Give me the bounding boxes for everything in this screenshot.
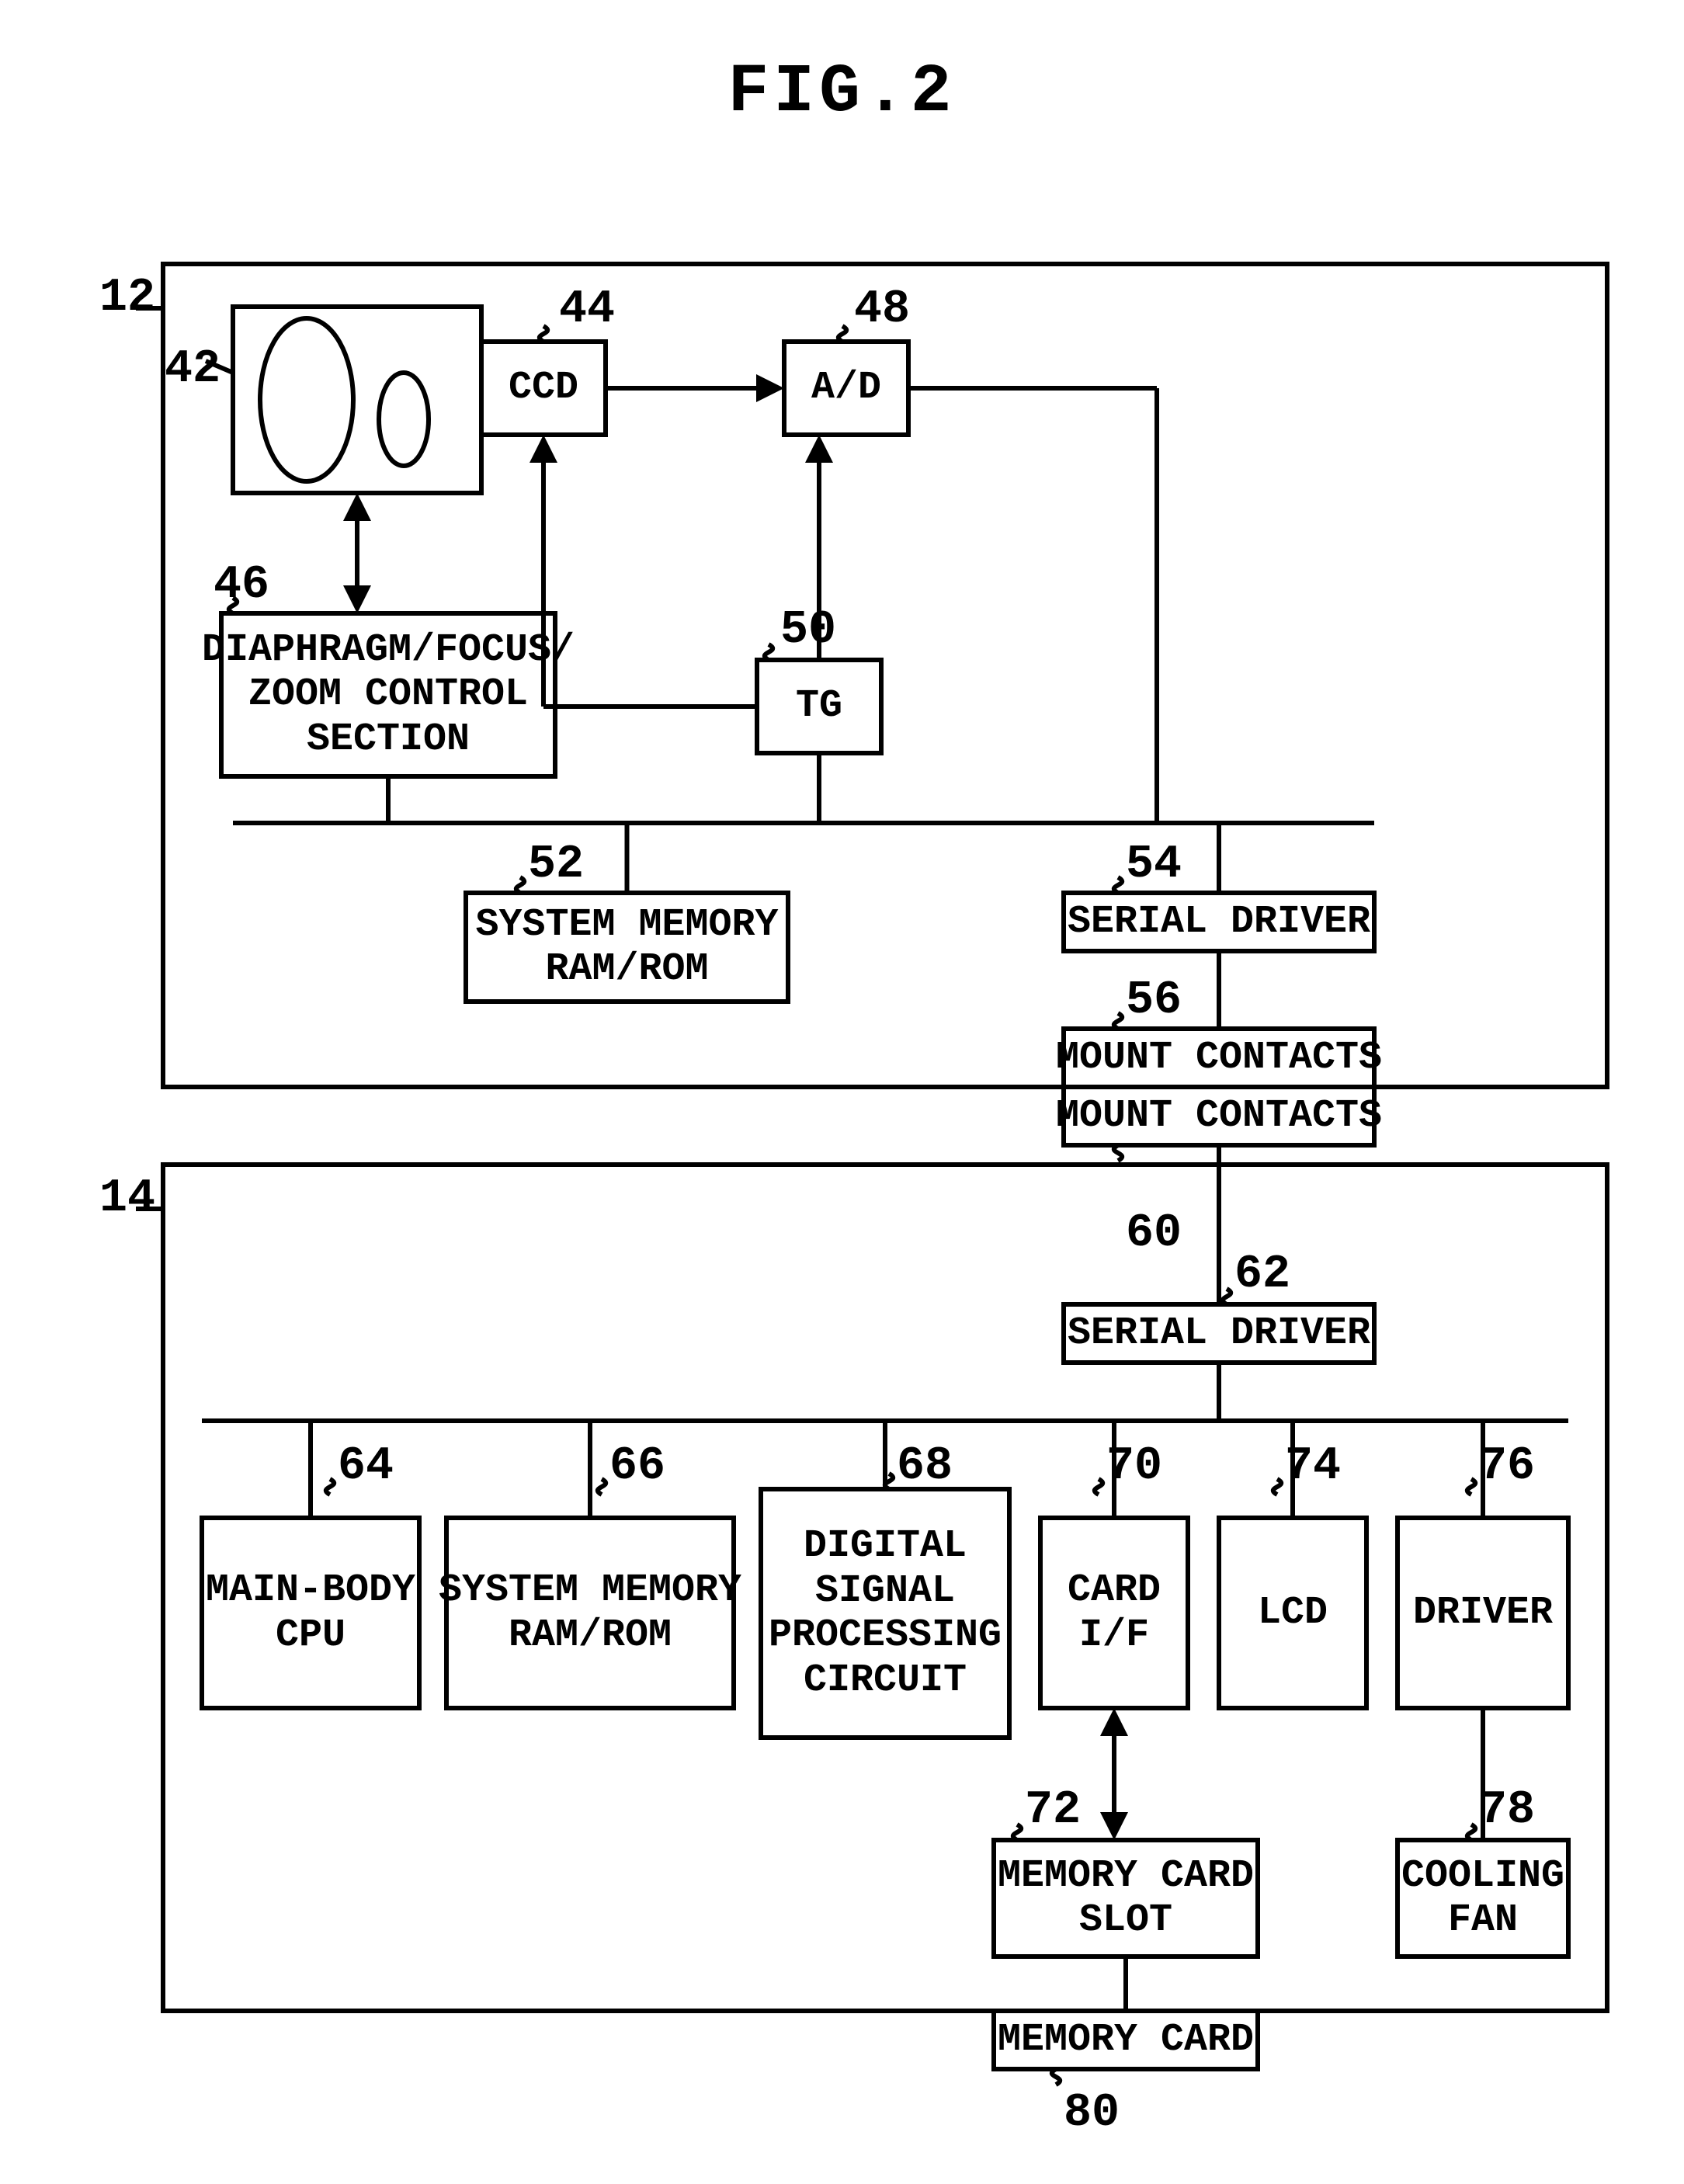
ref-74: 74 bbox=[1285, 1440, 1341, 1493]
ref-12: 12 bbox=[99, 272, 155, 325]
ref-72: 72 bbox=[1025, 1784, 1081, 1837]
block-lcd: LCD bbox=[1219, 1518, 1366, 1708]
ref-50: 50 bbox=[780, 604, 836, 657]
ref-54: 54 bbox=[1126, 839, 1182, 891]
block-mcslot: MEMORY CARD SLOT bbox=[994, 1840, 1258, 1957]
block-cardif: CARD I/F bbox=[1040, 1518, 1188, 1708]
ref-76: 76 bbox=[1479, 1440, 1535, 1493]
block-sysmemU: SYSTEM MEMORY RAM/ROM bbox=[466, 893, 788, 1002]
ref-44: 44 bbox=[559, 283, 615, 336]
block-sysmemL: SYSTEM MEMORY RAM/ROM bbox=[446, 1518, 734, 1708]
ref-62: 62 bbox=[1234, 1248, 1290, 1301]
ref-52: 52 bbox=[528, 839, 584, 891]
ref-68: 68 bbox=[897, 1440, 953, 1493]
ref-64: 64 bbox=[338, 1440, 394, 1493]
block-tg: TG bbox=[757, 660, 881, 753]
block-ccd: CCD bbox=[481, 342, 606, 435]
ref-78: 78 bbox=[1479, 1784, 1535, 1837]
block-serialU: SERIAL DRIVER bbox=[1064, 893, 1374, 951]
block-mountL: MOUNT CONTACTS bbox=[1064, 1087, 1374, 1145]
block-serialL: SERIAL DRIVER bbox=[1064, 1304, 1374, 1363]
ref-14: 14 bbox=[99, 1172, 155, 1225]
ref-70: 70 bbox=[1106, 1440, 1162, 1493]
block-dsp: DIGITAL SIGNAL PROCESSING CIRCUIT bbox=[761, 1489, 1009, 1738]
block-dfz: DIAPHRAGM/FOCUS/ ZOOM CONTROL SECTION bbox=[221, 613, 555, 776]
block-cpu: MAIN-BODY CPU bbox=[202, 1518, 419, 1708]
block-ad: A/D bbox=[784, 342, 908, 435]
block-mountU: MOUNT CONTACTS bbox=[1064, 1029, 1374, 1087]
ref-48: 48 bbox=[854, 283, 910, 336]
ref-56: 56 bbox=[1126, 974, 1182, 1027]
ref-60: 60 bbox=[1126, 1207, 1182, 1260]
ref-66: 66 bbox=[609, 1440, 665, 1493]
block-driver: DRIVER bbox=[1398, 1518, 1568, 1708]
ref-42: 42 bbox=[165, 343, 220, 396]
page: FIG.2 1214CCD44A/D48DIAPHRAGM/FOCUS/ ZOO… bbox=[0, 0, 1684, 2184]
block-mcard: MEMORY CARD bbox=[994, 2011, 1258, 2069]
ref-80: 80 bbox=[1064, 2087, 1120, 2140]
ref-46: 46 bbox=[214, 559, 269, 612]
block-fan: COOLING FAN bbox=[1398, 1840, 1568, 1957]
